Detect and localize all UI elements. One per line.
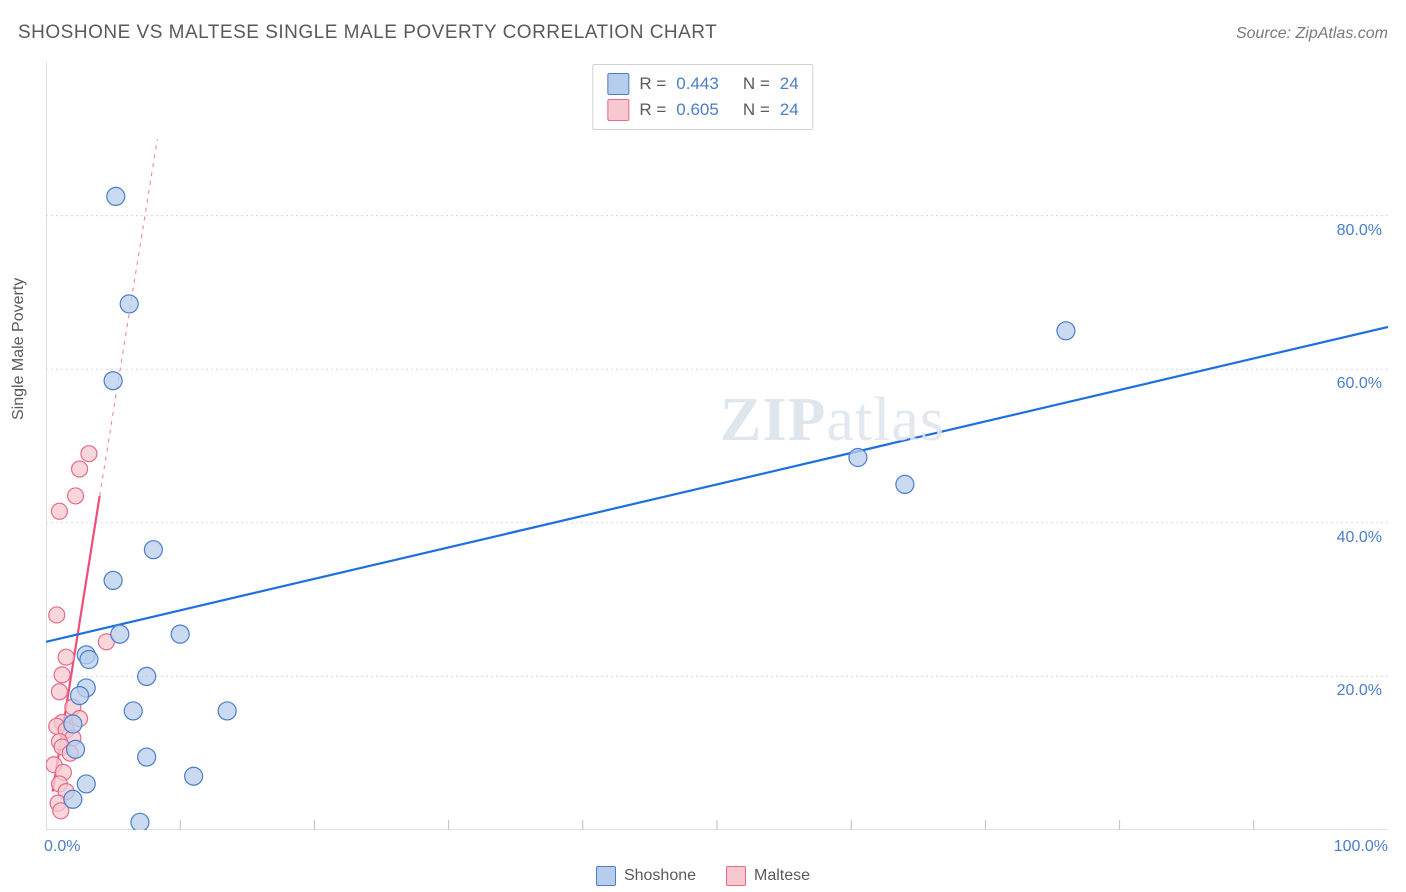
data-point bbox=[849, 449, 867, 467]
data-point bbox=[67, 740, 85, 758]
data-point bbox=[71, 687, 89, 705]
data-point bbox=[896, 475, 914, 493]
legend-swatch bbox=[596, 866, 616, 886]
data-point bbox=[138, 748, 156, 766]
data-point bbox=[104, 571, 122, 589]
correlation-legend: R = 0.443 N = 24 R = 0.605 N = 24 bbox=[592, 64, 813, 130]
data-point bbox=[58, 649, 74, 665]
r-label: R = bbox=[639, 74, 666, 94]
chart-title: SHOSHONE VS MALTESE SINGLE MALE POVERTY … bbox=[18, 22, 717, 44]
data-point bbox=[64, 715, 82, 733]
legend-item: Maltese bbox=[726, 866, 810, 886]
correlation-row: R = 0.605 N = 24 bbox=[607, 97, 798, 123]
y-tick-label: 60.0% bbox=[1337, 375, 1382, 393]
data-point bbox=[171, 625, 189, 643]
data-point bbox=[185, 767, 203, 785]
source-credit: Source: ZipAtlas.com bbox=[1236, 25, 1388, 43]
y-tick-label: 40.0% bbox=[1337, 529, 1382, 547]
data-point bbox=[104, 372, 122, 390]
r-value: 0.443 bbox=[676, 74, 719, 94]
data-point bbox=[111, 625, 129, 643]
chart-header: SHOSHONE VS MALTESE SINGLE MALE POVERTY … bbox=[18, 22, 1388, 44]
n-value: 24 bbox=[780, 74, 799, 94]
scatter-plot bbox=[46, 62, 1388, 830]
y-axis-label: Single Male Poverty bbox=[10, 278, 28, 420]
x-tick-label: 100.0% bbox=[1334, 838, 1388, 856]
legend-item: Shoshone bbox=[596, 866, 696, 886]
data-point bbox=[144, 541, 162, 559]
data-point bbox=[54, 667, 70, 683]
legend-label: Maltese bbox=[754, 867, 810, 885]
y-tick-label: 20.0% bbox=[1337, 682, 1382, 700]
data-point bbox=[51, 503, 67, 519]
data-point bbox=[77, 775, 95, 793]
correlation-row: R = 0.443 N = 24 bbox=[607, 71, 798, 97]
n-label: N = bbox=[743, 74, 770, 94]
series-legend: Shoshone Maltese bbox=[0, 866, 1406, 886]
legend-swatch bbox=[607, 73, 629, 95]
legend-swatch bbox=[607, 99, 629, 121]
plot-svg bbox=[46, 62, 1388, 830]
n-label: N = bbox=[743, 100, 770, 120]
n-value: 24 bbox=[780, 100, 799, 120]
data-point bbox=[72, 461, 88, 477]
x-tick-label: 0.0% bbox=[44, 838, 80, 856]
legend-label: Shoshone bbox=[624, 867, 696, 885]
data-point bbox=[1057, 322, 1075, 340]
data-point bbox=[124, 702, 142, 720]
data-point bbox=[120, 295, 138, 313]
data-point bbox=[64, 790, 82, 808]
r-label: R = bbox=[639, 100, 666, 120]
legend-swatch bbox=[726, 866, 746, 886]
data-point bbox=[138, 667, 156, 685]
data-point bbox=[218, 702, 236, 720]
data-point bbox=[81, 446, 97, 462]
data-point bbox=[131, 813, 149, 830]
data-point bbox=[68, 488, 84, 504]
y-tick-label: 80.0% bbox=[1337, 222, 1382, 240]
data-point bbox=[49, 607, 65, 623]
data-point bbox=[51, 684, 67, 700]
data-point bbox=[107, 187, 125, 205]
r-value: 0.605 bbox=[676, 100, 719, 120]
data-point bbox=[80, 651, 98, 669]
